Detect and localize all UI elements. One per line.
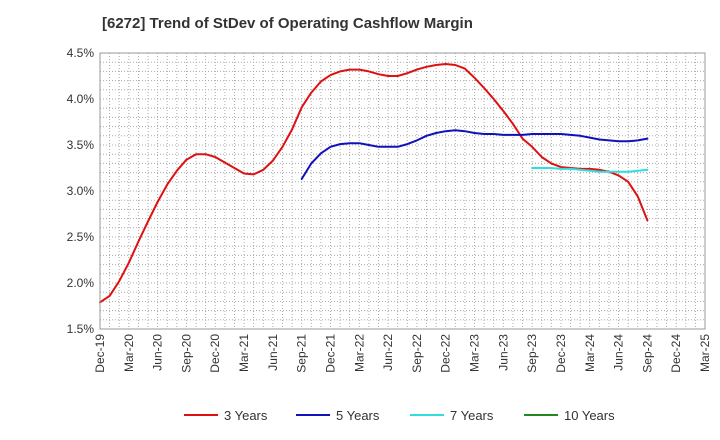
x-tick-label: Sep-23 xyxy=(525,334,539,373)
x-tick-label: Mar-23 xyxy=(468,334,482,372)
y-tick-label: 1.5% xyxy=(67,322,95,336)
series-lines xyxy=(99,63,649,304)
plot-frame xyxy=(99,52,706,330)
series-line-1 xyxy=(99,63,649,304)
x-tick-label: Sep-24 xyxy=(640,334,654,373)
y-tick-label: 4.5% xyxy=(67,46,95,60)
x-tick-label: Jun-20 xyxy=(151,334,165,371)
x-tick-label: Jun-24 xyxy=(612,334,626,371)
x-tick-label: Dec-23 xyxy=(554,334,568,373)
x-tick-label: Jun-22 xyxy=(381,334,395,371)
chart-title: [6272] Trend of StDev of Operating Cashf… xyxy=(102,15,473,32)
x-tick-label: Mar-24 xyxy=(583,334,597,372)
x-axis-ticks: Dec-19 Mar-20 Jun-20 Sep-20 Dec-20 Mar-21 Jun-… xyxy=(93,334,712,373)
legend-item: 7 Years xyxy=(410,408,494,423)
y-tick-label: 2.0% xyxy=(67,276,95,290)
legend-label: 10 Years xyxy=(564,408,615,423)
x-tick-label: Dec-19 xyxy=(93,334,107,373)
x-tick-label: Sep-20 xyxy=(179,334,193,373)
x-tick-label: Jun-23 xyxy=(496,334,510,371)
x-tick-label: Dec-22 xyxy=(439,334,453,373)
series-line-3 xyxy=(531,167,649,173)
x-tick-label: Mar-22 xyxy=(352,334,366,372)
y-axis-ticks: 1.5% 2.0% 2.5% 3.0% 3.5% 4.0% 4.5% xyxy=(67,46,95,336)
y-tick-label: 3.0% xyxy=(67,184,95,198)
legend-item: 3 Years xyxy=(184,408,268,423)
legend-item: 10 Years xyxy=(524,408,615,423)
legend-label: 5 Years xyxy=(336,408,380,423)
x-tick-label: Sep-22 xyxy=(410,334,424,373)
x-tick-label: Dec-20 xyxy=(208,334,222,373)
legend-item: 5 Years xyxy=(296,408,380,423)
x-tick-label: Jun-21 xyxy=(266,334,280,371)
x-tick-label: Mar-25 xyxy=(698,334,712,372)
x-tick-label: Mar-21 xyxy=(237,334,251,372)
x-tick-label: Sep-21 xyxy=(295,334,309,373)
legend-label: 3 Years xyxy=(224,408,268,423)
legend-label: 7 Years xyxy=(450,408,494,423)
x-tick-label: Dec-24 xyxy=(669,334,683,373)
y-tick-label: 3.5% xyxy=(67,138,95,152)
x-tick-label: Mar-20 xyxy=(122,334,136,372)
legend: 3 Years 5 Years 7 Years 10 Years xyxy=(184,408,615,423)
y-tick-label: 4.0% xyxy=(67,92,95,106)
grid xyxy=(100,53,705,329)
x-tick-label: Dec-21 xyxy=(323,334,337,373)
series-line-2 xyxy=(300,129,649,180)
y-tick-label: 2.5% xyxy=(67,230,95,244)
